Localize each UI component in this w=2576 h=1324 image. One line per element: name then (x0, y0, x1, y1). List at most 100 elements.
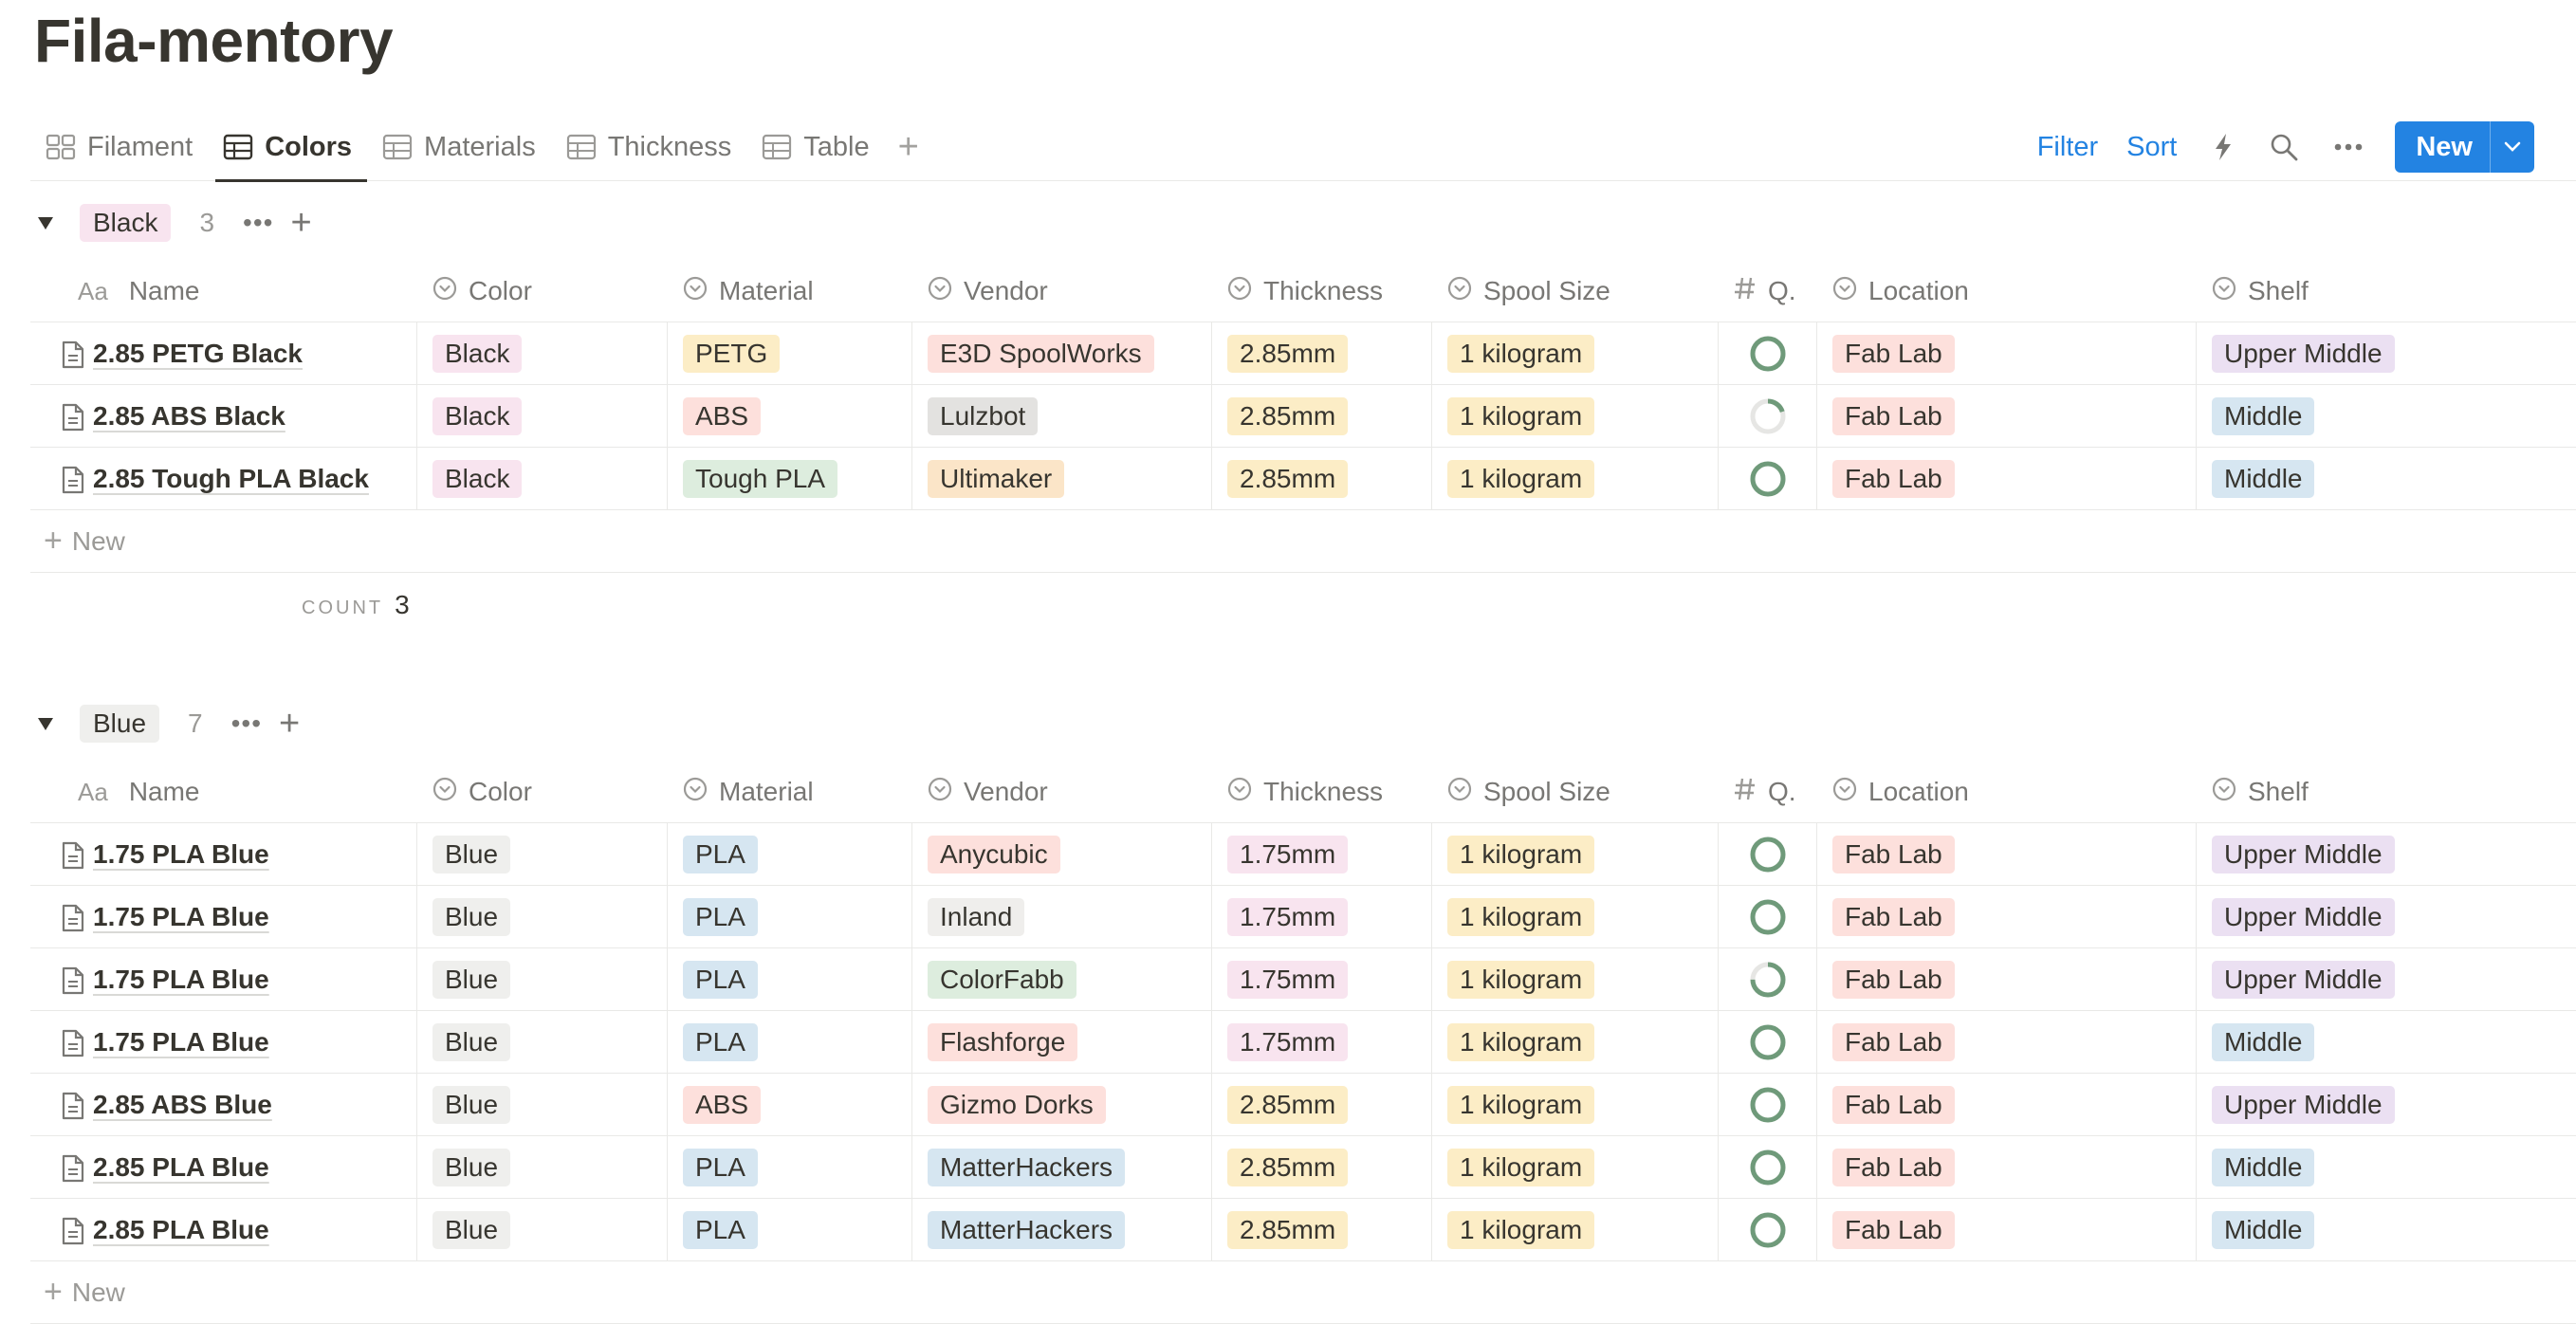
cell-material[interactable]: PLA (668, 823, 912, 886)
row-title[interactable]: 1.75 PLA Blue (93, 902, 269, 931)
cell-vendor[interactable]: Gizmo Dorks (912, 1074, 1212, 1136)
column-header-material[interactable]: Material (668, 761, 912, 823)
cell-thickness[interactable]: 2.85mm (1212, 322, 1432, 385)
column-header-thickness[interactable]: Thickness (1212, 260, 1432, 322)
cell-color[interactable]: Blue (417, 1011, 668, 1074)
cell-vendor[interactable]: ColorFabb (912, 948, 1212, 1011)
cell-location[interactable]: Fab Lab (1817, 1011, 2197, 1074)
column-header-thickness[interactable]: Thickness (1212, 761, 1432, 823)
cell-color[interactable]: Black (417, 448, 668, 510)
chevron-down-icon[interactable] (2490, 121, 2534, 173)
automation-icon[interactable] (2213, 132, 2234, 162)
cell-spool[interactable]: 1 kilogram (1432, 385, 1719, 448)
cell-thickness[interactable]: 2.85mm (1212, 1199, 1432, 1261)
cell-spool[interactable]: 1 kilogram (1432, 823, 1719, 886)
column-header-name[interactable]: Aa Name (63, 260, 417, 322)
cell-shelf[interactable]: Middle (2197, 385, 2576, 448)
table-row[interactable]: 1.75 PLA Blue Blue PLA Inland 1.75mm 1 kilogr… (30, 886, 2576, 948)
cell-color[interactable]: Blue (417, 1199, 668, 1261)
column-header-shelf[interactable]: Shelf (2197, 761, 2576, 823)
cell-quantity[interactable] (1719, 385, 1817, 448)
row-title[interactable]: 2.85 Tough PLA Black (93, 464, 369, 493)
group-more-icon[interactable]: ••• (243, 208, 274, 237)
cell-color[interactable]: Black (417, 385, 668, 448)
cell-name[interactable]: 2.85 Tough PLA Black (30, 448, 417, 510)
cell-location[interactable]: Fab Lab (1817, 1074, 2197, 1136)
column-header-q[interactable]: Q. (1719, 761, 1817, 823)
row-title[interactable]: 2.85 PLA Blue (93, 1215, 269, 1244)
cell-material[interactable]: PLA (668, 886, 912, 948)
tab-table[interactable]: Table (746, 114, 884, 180)
group-tag[interactable]: Black (80, 204, 172, 242)
table-row[interactable]: 2.85 ABS Black Black ABS Lulzbot 2.85mm 1 kil… (30, 385, 2576, 448)
cell-location[interactable]: Fab Lab (1817, 1136, 2197, 1199)
cell-quantity[interactable] (1719, 1136, 1817, 1199)
cell-shelf[interactable]: Upper Middle (2197, 823, 2576, 886)
cell-spool[interactable]: 1 kilogram (1432, 886, 1719, 948)
cell-name[interactable]: 2.85 ABS Black (30, 385, 417, 448)
table-row[interactable]: 2.85 PLA Blue Blue PLA MatterHackers 2.85mm 1… (30, 1136, 2576, 1199)
cell-location[interactable]: Fab Lab (1817, 322, 2197, 385)
column-header-location[interactable]: Location (1817, 761, 2197, 823)
column-header-spool[interactable]: Spool Size (1432, 761, 1719, 823)
cell-vendor[interactable]: Ultimaker (912, 448, 1212, 510)
calculation-count[interactable]: COUNT 3 (302, 590, 410, 620)
row-title[interactable]: 2.85 ABS Black (93, 401, 285, 431)
cell-thickness[interactable]: 1.75mm (1212, 1011, 1432, 1074)
cell-material[interactable]: PETG (668, 322, 912, 385)
cell-color[interactable]: Blue (417, 823, 668, 886)
cell-location[interactable]: Fab Lab (1817, 385, 2197, 448)
cell-vendor[interactable]: MatterHackers (912, 1199, 1212, 1261)
cell-quantity[interactable] (1719, 886, 1817, 948)
row-title[interactable]: 1.75 PLA Blue (93, 1027, 269, 1057)
cell-thickness[interactable]: 1.75mm (1212, 886, 1432, 948)
column-header-location[interactable]: Location (1817, 260, 2197, 322)
cell-color[interactable]: Blue (417, 1074, 668, 1136)
cell-shelf[interactable]: Middle (2197, 1011, 2576, 1074)
row-title[interactable]: 2.85 PETG Black (93, 339, 304, 368)
cell-thickness[interactable]: 1.75mm (1212, 823, 1432, 886)
cell-quantity[interactable] (1719, 1199, 1817, 1261)
cell-thickness[interactable]: 1.75mm (1212, 948, 1432, 1011)
cell-spool[interactable]: 1 kilogram (1432, 1199, 1719, 1261)
row-title[interactable]: 2.85 ABS Blue (93, 1090, 272, 1119)
cell-quantity[interactable] (1719, 1011, 1817, 1074)
cell-quantity[interactable] (1719, 823, 1817, 886)
column-header-vendor[interactable]: Vendor (912, 761, 1212, 823)
search-icon[interactable] (2270, 133, 2298, 161)
cell-name[interactable]: 1.75 PLA Blue (30, 1011, 417, 1074)
cell-quantity[interactable] (1719, 948, 1817, 1011)
cell-location[interactable]: Fab Lab (1817, 948, 2197, 1011)
tab-materials[interactable]: Materials (367, 114, 551, 180)
add-view-icon[interactable]: + (897, 127, 919, 167)
table-row[interactable]: 2.85 PETG Black Black PETG E3D SpoolWorks 2.… (30, 322, 2576, 385)
group-more-icon[interactable]: ••• (230, 708, 263, 738)
cell-color[interactable]: Blue (417, 1136, 668, 1199)
group-tag[interactable]: Blue (80, 705, 160, 743)
cell-name[interactable]: 2.85 PLA Blue (30, 1136, 417, 1199)
cell-location[interactable]: Fab Lab (1817, 823, 2197, 886)
cell-quantity[interactable] (1719, 1074, 1817, 1136)
cell-vendor[interactable]: Lulzbot (912, 385, 1212, 448)
cell-thickness[interactable]: 2.85mm (1212, 448, 1432, 510)
cell-thickness[interactable]: 2.85mm (1212, 1074, 1432, 1136)
cell-quantity[interactable] (1719, 322, 1817, 385)
table-row[interactable]: 2.85 Tough PLA Black Black Tough PLA Ultima… (30, 448, 2576, 510)
group-add-icon[interactable]: + (290, 203, 312, 243)
cell-material[interactable]: PLA (668, 1199, 912, 1261)
cell-location[interactable]: Fab Lab (1817, 1199, 2197, 1261)
cell-quantity[interactable] (1719, 448, 1817, 510)
cell-material[interactable]: PLA (668, 1136, 912, 1199)
cell-material[interactable]: Tough PLA (668, 448, 912, 510)
tab-colors[interactable]: Colors (208, 114, 367, 182)
cell-name[interactable]: 1.75 PLA Blue (30, 886, 417, 948)
cell-vendor[interactable]: E3D SpoolWorks (912, 322, 1212, 385)
cell-name[interactable]: 1.75 PLA Blue (30, 823, 417, 886)
cell-material[interactable]: PLA (668, 1011, 912, 1074)
column-header-shelf[interactable]: Shelf (2197, 260, 2576, 322)
cell-name[interactable]: 1.75 PLA Blue (30, 948, 417, 1011)
cell-spool[interactable]: 1 kilogram (1432, 1074, 1719, 1136)
table-row[interactable]: 1.75 PLA Blue Blue PLA ColorFabb 1.75mm 1 kil… (30, 948, 2576, 1011)
row-title[interactable]: 2.85 PLA Blue (93, 1152, 269, 1182)
add-row-button[interactable]: + New (30, 510, 2576, 573)
